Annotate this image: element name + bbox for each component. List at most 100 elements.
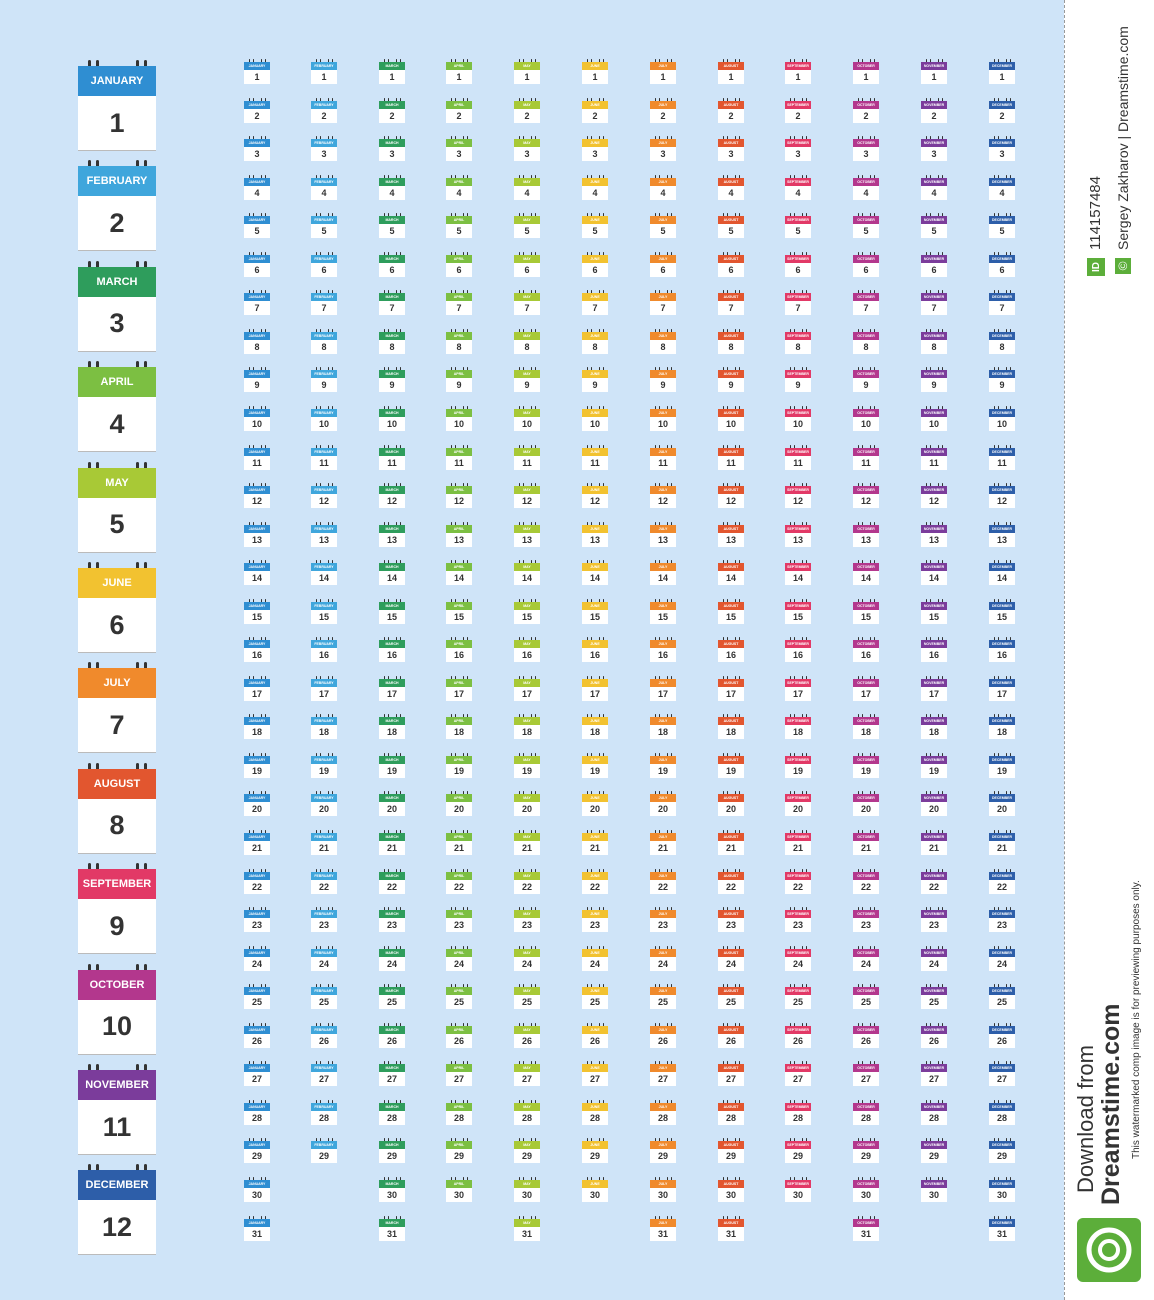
ring <box>998 174 999 180</box>
day-icon: JANUARY 16 <box>244 637 270 663</box>
ring <box>455 637 456 643</box>
day-month: OCTOBER <box>853 486 879 495</box>
ring <box>930 213 931 219</box>
ring <box>396 405 397 411</box>
ring <box>587 1138 588 1144</box>
ring <box>467 791 468 797</box>
ring <box>858 791 859 797</box>
ring <box>659 945 660 951</box>
ring <box>1006 367 1007 373</box>
ring <box>451 1022 452 1028</box>
ring <box>998 328 999 334</box>
ring <box>942 444 943 450</box>
ring <box>874 1099 875 1105</box>
ring <box>535 791 536 797</box>
ring <box>253 251 254 257</box>
day-month: OCTOBER <box>853 794 879 803</box>
ring <box>998 367 999 373</box>
day-month: APRIL <box>446 486 472 495</box>
ring <box>249 328 250 334</box>
day-number: 11 <box>989 455 1015 470</box>
ring <box>519 868 520 874</box>
ring <box>599 328 600 334</box>
day-number: 29 <box>853 1149 879 1164</box>
day-number: 25 <box>921 995 947 1010</box>
day-number: 28 <box>989 1110 1015 1125</box>
day-icon: APRIL 23 <box>446 907 472 933</box>
ring <box>523 1176 524 1182</box>
day-icon: MAY 29 <box>514 1138 540 1164</box>
day-number: 12 <box>311 494 337 509</box>
day-month: SEPTEMBER <box>785 755 811 764</box>
day-icon: MAY 1 <box>514 59 540 84</box>
day-month: APRIL <box>446 524 472 533</box>
id-badge: ID <box>1087 258 1105 276</box>
ring <box>727 97 728 103</box>
ring <box>396 444 397 450</box>
day-number: 4 <box>244 185 270 200</box>
ring <box>384 174 385 180</box>
ring <box>870 290 871 296</box>
day-icon: NOVEMBER 21 <box>921 830 947 855</box>
day-icon: JANUARY 23 <box>244 907 270 933</box>
day-number: 10 <box>718 416 744 431</box>
ring <box>723 675 724 681</box>
ring <box>938 752 939 758</box>
ring <box>599 868 600 874</box>
ring <box>467 752 468 758</box>
ring <box>802 598 803 604</box>
day-month: MARCH <box>379 524 405 533</box>
day-icon: FEBRUARY 1 <box>311 59 337 84</box>
ring <box>467 675 468 681</box>
ring <box>739 290 740 296</box>
day-number: 8 <box>582 339 608 354</box>
day-month: AUGUST <box>718 177 744 186</box>
ring <box>531 984 532 990</box>
ring <box>332 213 333 219</box>
ring <box>930 560 931 566</box>
ring <box>519 136 520 142</box>
day-number: 13 <box>785 532 811 547</box>
ring <box>790 945 791 951</box>
ring <box>388 97 389 103</box>
day-number: 17 <box>718 686 744 701</box>
day-month: JULY <box>650 987 676 996</box>
ring <box>874 521 875 527</box>
ring <box>451 213 452 219</box>
ring <box>862 1099 863 1105</box>
ring <box>926 1061 927 1067</box>
day-number: 7 <box>311 301 337 316</box>
ring <box>723 791 724 797</box>
day-month: MAY <box>514 794 540 803</box>
day-month: DECEMBER <box>989 601 1015 610</box>
day-month: FEBRUARY <box>311 216 337 225</box>
ring <box>858 560 859 566</box>
day-number: 6 <box>514 262 540 277</box>
day-icon: JUNE 8 <box>582 328 608 354</box>
day-month: MARCH <box>379 563 405 572</box>
ring <box>655 1215 656 1221</box>
ring <box>870 59 871 64</box>
ring <box>930 59 931 64</box>
day-month: SEPTEMBER <box>785 987 811 996</box>
ring <box>519 1176 520 1182</box>
ring <box>535 328 536 334</box>
ring <box>265 714 266 720</box>
day-number: 30 <box>446 1187 472 1202</box>
day-number: 29 <box>379 1149 405 1164</box>
day-icon: DECEMBER 20 <box>989 791 1015 817</box>
day-month: OCTOBER <box>853 755 879 764</box>
day-month: NOVEMBER <box>921 678 947 687</box>
ring <box>451 791 452 797</box>
day-number: 4 <box>921 185 947 200</box>
ring <box>790 637 791 643</box>
ring <box>519 791 520 797</box>
day-month: MAY <box>514 216 540 225</box>
day-number: 30 <box>514 1187 540 1202</box>
month-name: JUNE <box>78 568 156 598</box>
ring <box>930 136 931 142</box>
ring <box>802 637 803 643</box>
day-number: 27 <box>785 1072 811 1087</box>
ring <box>249 174 250 180</box>
ring <box>802 1138 803 1144</box>
